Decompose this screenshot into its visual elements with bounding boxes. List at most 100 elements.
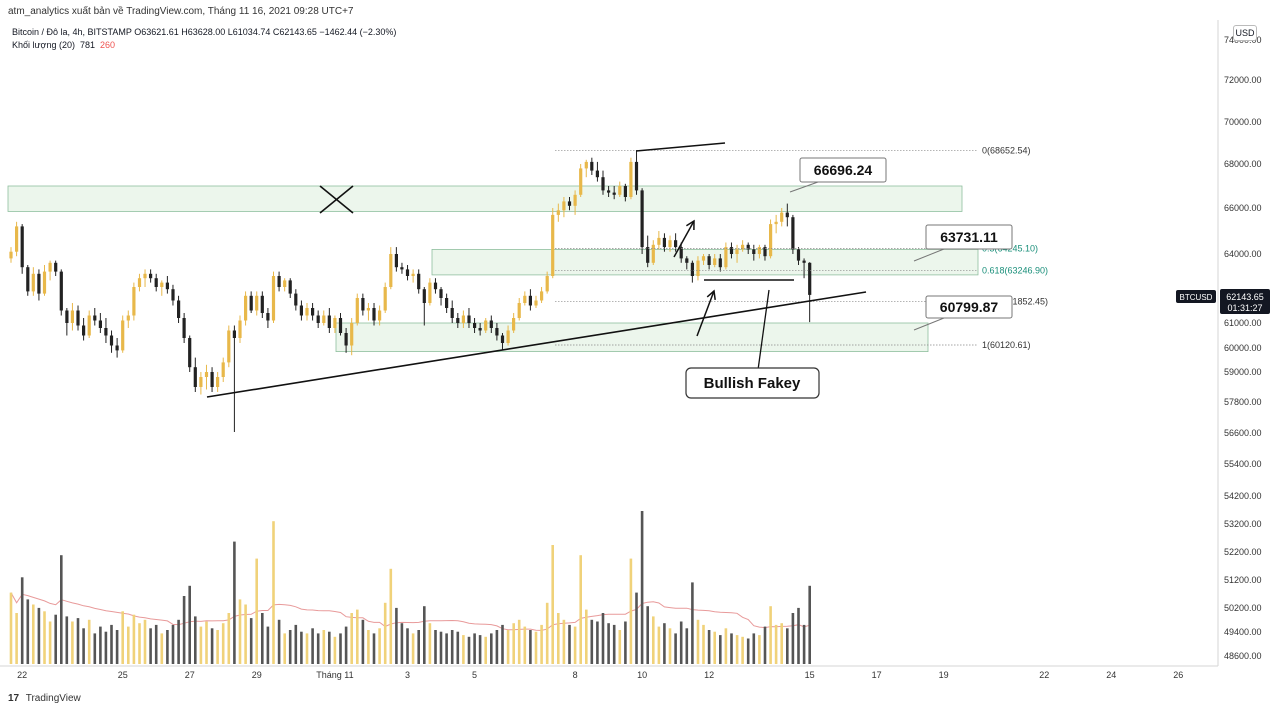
volume-bar [182,596,186,664]
time-tick-label: 12 [704,670,714,680]
volume-bar [562,619,566,664]
volume-bar [746,638,750,664]
callout-pointer [913,317,945,331]
candle-body [121,320,125,351]
volume-bar [534,631,538,664]
volume-bar [305,633,309,664]
candle-body [327,315,331,328]
top-trendline [635,142,726,152]
candle-body [690,262,694,276]
price-tick-label: 55400.00 [1224,459,1262,469]
candle-body [746,244,750,250]
fib-level-label: 1(60120.61) [982,340,1031,350]
symbol-line: Bitcoin / Đô la, 4h, BITSTAMP O63621.61 … [12,27,397,37]
volume-ma-line [10,592,810,631]
volume-bar [316,633,320,664]
volume-bar [495,630,499,664]
candle-body [763,247,767,257]
volume-bar [87,619,91,664]
volume-bar [194,616,197,664]
candle-body [344,333,348,346]
volume-value-2: 260 [100,40,116,50]
candle-body [338,318,343,333]
price-tick-label: 68000.00 [1224,159,1262,169]
candle-body [590,161,594,171]
volume-bar [411,633,415,664]
volume-bar [60,555,63,664]
candle-body [143,273,147,279]
volume-bar [210,628,214,664]
volume-bar [356,609,359,664]
candle-body [394,254,398,268]
volume-bar [802,624,806,664]
volume-bar [149,628,152,664]
volume-bar [478,635,482,664]
time-tick-label: 26 [1173,670,1183,680]
candle-body [752,249,756,254]
volume-bar [188,585,191,664]
volume-bar [752,633,756,664]
volume-bar [646,606,649,664]
volume-bar [400,623,404,664]
candle-body [528,295,532,306]
price-tick-label: 56600.00 [1224,428,1262,438]
volume-bar [372,633,376,664]
volume-bar [339,633,342,664]
candle-body [59,271,63,311]
volume-bar [640,511,644,664]
volume-bar [657,626,661,664]
volume-bar [456,631,460,664]
volume-bar [255,558,258,664]
price-tick-label: 53200.00 [1224,519,1262,529]
price-tick-label: 51200.00 [1224,575,1262,585]
currency-badge[interactable]: USD [1233,25,1257,41]
candle-body [165,282,169,290]
volume-bar [490,633,493,664]
candle-body [31,273,35,292]
volume-bar [545,602,549,664]
volume-bar [378,628,381,664]
candle-body [769,224,773,257]
volume-bar [205,621,208,664]
candle-body [629,161,633,197]
candle-body [266,313,270,321]
volume-bar [551,545,554,664]
volume-bar [311,628,314,664]
tradingview-logo[interactable]: 17 TradingView [8,693,81,704]
price-tag-box [1220,289,1270,314]
volume-bar [786,628,789,664]
candle-body [473,323,477,328]
candles [9,150,812,432]
volume-bar [585,609,588,664]
volume-bar [233,541,236,664]
volume-bar [93,633,97,664]
ticker-tag-box [1176,290,1216,303]
candle-body [260,295,264,313]
volume-bar [227,613,231,664]
volume-bar [361,619,365,664]
candle-body [567,201,572,206]
demand-zone [335,322,929,353]
candle-body [713,258,717,265]
volume-bar [707,630,711,664]
volume-bar [294,624,298,664]
volume-bar [685,628,689,664]
time-tick-label: 29 [252,670,262,680]
candle-body [679,247,683,259]
candle-body [216,377,220,387]
candle-body [294,293,298,306]
volume-bar [679,621,683,664]
volume-bar [607,623,610,664]
candle-body [696,260,700,276]
price-callout-box [799,157,887,183]
volume-bar [367,630,370,664]
mid-zone [431,248,979,276]
volume-bar [110,624,113,664]
volume-bar [696,619,700,664]
volume-bar [612,624,616,664]
candle-body [551,214,555,276]
candle-body [780,212,784,222]
volume-bar [423,606,426,664]
